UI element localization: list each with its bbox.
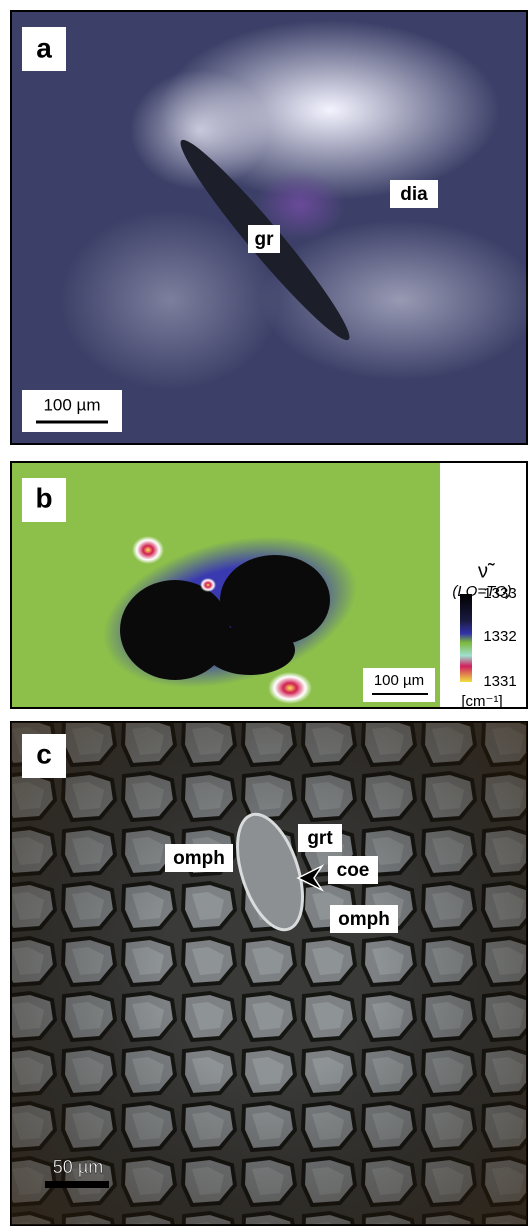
scale-label: 100 µm [374,672,424,689]
annotation: grt [307,828,333,849]
scale-bar [45,1181,109,1188]
colorbar-unit: [cm⁻¹] [461,693,502,710]
colorbar-tick: 1332 [483,628,516,645]
panel-b: b 100 µm ν̃ (LO=TO) 1333 1332 1331 [cm⁻¹… [11,462,527,713]
annotation: omph [338,909,390,930]
panel-c: c grt omph coe omph 50 µm [11,722,527,1225]
figure: a gr dia 100 µm b 100 µm ν̃ (LO=TO) 1333… [0,0,528,1226]
hotspot [200,578,216,592]
colorbar [460,594,472,682]
panel-label: c [36,738,52,769]
annotation: coe [337,860,370,881]
scale-label: 100 µm [43,395,100,414]
hotspot [132,536,164,564]
micrograph-shading [11,722,527,1225]
panel-label: a [36,32,52,63]
colorbar-tick: 1333 [483,585,516,602]
shift-zone [205,625,295,675]
shift-zone [120,580,230,680]
scale-label: 50 µm [53,1157,103,1177]
colorbar-tick: 1331 [483,673,516,690]
annotation: gr [255,229,275,250]
annotation: omph [173,848,225,869]
panel-label: b [35,482,52,513]
annotation: dia [400,184,428,205]
hotspot [268,672,312,704]
panel-a: a gr dia 100 µm [11,11,528,444]
